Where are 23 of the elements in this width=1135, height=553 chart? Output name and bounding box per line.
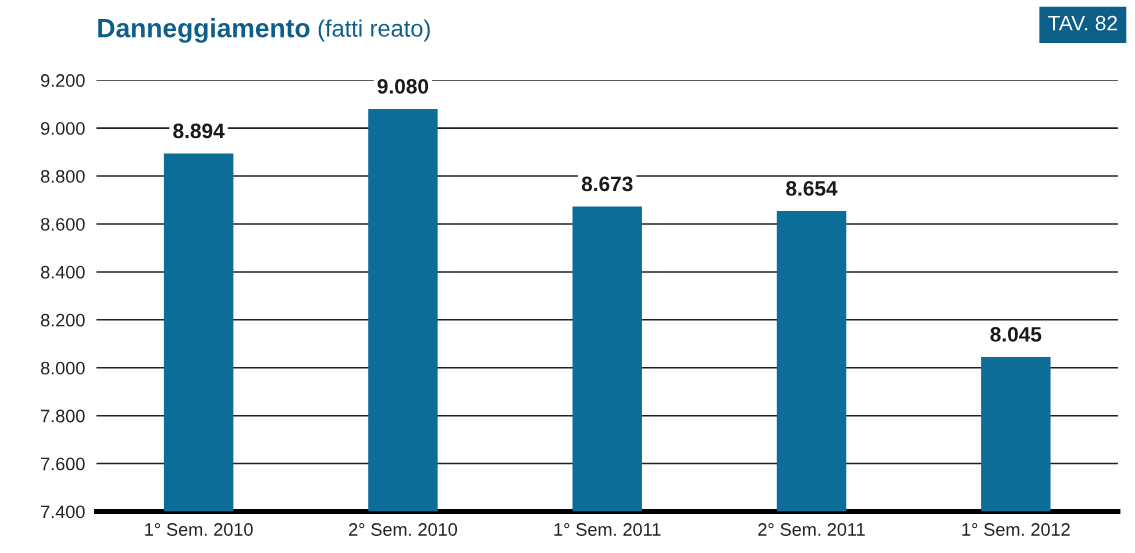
y-tick-label: 7.400 [41, 505, 85, 519]
y-tick-label: 8.800 [40, 169, 85, 183]
x-tick-label: 1° Sem. 2012 [962, 523, 1070, 536]
y-tick-label: 8.200 [40, 313, 85, 327]
y-tick-label: 7.800 [41, 409, 85, 423]
y-tick-label: 9.000 [41, 122, 85, 135]
data-label: 9.080 [377, 78, 429, 94]
y-tick-label: 9.200 [41, 74, 85, 87]
data-label: 8.045 [990, 326, 1042, 342]
text: TAV. 82 [1048, 15, 1117, 31]
x-tick-label: 1° Sem. 2011 [554, 523, 661, 536]
y-tick-label: 8.600 [40, 217, 85, 231]
y-tick-label: 8.400 [40, 265, 85, 279]
y-tick-label: 7.600 [41, 457, 85, 471]
x-tick-label: 2° Sem. 2011 [758, 523, 865, 536]
x-tick-label: 2° Sem. 2010 [349, 523, 458, 536]
data-label: 8.673 [581, 176, 633, 192]
data-label: 8.894 [173, 123, 225, 139]
chart-title: Danneggiamento [98, 18, 310, 43]
y-tick-label: 8.000 [40, 361, 85, 375]
chart-subtitle: (fatti reato) [318, 19, 430, 42]
x-tick-label: 1° Sem. 2010 [145, 523, 253, 536]
data-label: 8.654 [786, 181, 838, 196]
